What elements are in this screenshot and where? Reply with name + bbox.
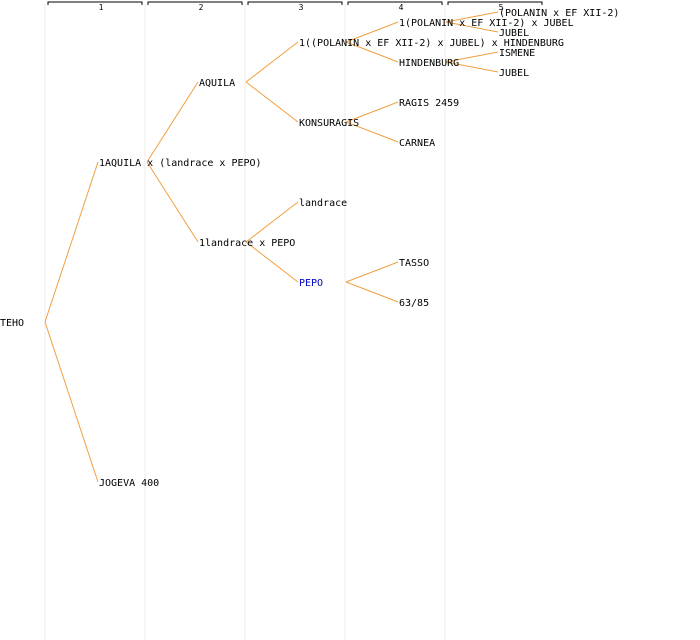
column-bracket (47, 1, 143, 5)
node-ragis-2459[interactable]: RAGIS 2459 (399, 98, 459, 109)
column-bracket (147, 1, 243, 5)
node-tasso[interactable]: TASSO (399, 258, 429, 269)
tree-edges (44, 11, 499, 483)
column-bracket (447, 1, 543, 5)
edge (245, 201, 299, 243)
tree-nodes: TEHO 1AQUILA x (landrace x PEPO) JOGEVA … (0, 8, 619, 489)
column-number-4: 4 (399, 3, 404, 12)
node-63-85[interactable]: 63/85 (399, 298, 429, 309)
edge (445, 21, 499, 33)
column-headers: 1 2 3 4 5 (47, 1, 543, 12)
node-jubel-b[interactable]: JUBEL (499, 68, 529, 79)
edge (44, 161, 99, 323)
node-jogeva-400[interactable]: JOGEVA 400 (99, 478, 159, 489)
edge (445, 51, 499, 63)
node-landrace-pepo[interactable]: 1landrace x PEPO (199, 238, 295, 249)
node-konsuragis[interactable]: KONSURAGIS (299, 118, 359, 129)
edge (345, 261, 399, 283)
node-pepo[interactable]: PEPO (299, 278, 323, 289)
edge (445, 61, 499, 73)
node-ismene[interactable]: ISMENE (499, 48, 535, 59)
node-jubel-a[interactable]: JUBEL (499, 28, 529, 39)
edge (245, 241, 299, 283)
node-landrace[interactable]: landrace (299, 198, 347, 209)
edge (245, 41, 299, 83)
node-polanin-hindenburg[interactable]: 1((POLANIN x EF XII-2) x JUBEL) x HINDEN… (299, 38, 564, 49)
node-polanin-ef[interactable]: (POLANIN x EF XII-2) (499, 8, 619, 19)
edge (345, 41, 399, 63)
edge (146, 81, 199, 163)
column-bracket (347, 1, 443, 5)
column-bracket (247, 1, 343, 5)
node-aquila-cross[interactable]: 1AQUILA x (landrace x PEPO) (99, 158, 262, 169)
node-teho[interactable]: TEHO (0, 318, 24, 329)
edge (345, 21, 399, 43)
node-polanin-jubel[interactable]: 1(POLANIN x EF XII-2) x JUBEL (399, 18, 574, 29)
column-number-5: 5 (499, 3, 504, 12)
edge (146, 161, 199, 243)
column-lines (44, 4, 446, 640)
edge (445, 11, 499, 23)
edge (345, 101, 399, 123)
column-number-2: 2 (199, 3, 204, 12)
node-aquila[interactable]: AQUILA (199, 78, 235, 89)
node-hindenburg[interactable]: HINDENBURG (399, 58, 459, 69)
edge (345, 281, 399, 303)
node-carnea[interactable]: CARNEA (399, 138, 435, 149)
edge (345, 121, 399, 143)
column-number-1: 1 (99, 3, 104, 12)
column-number-3: 3 (299, 3, 304, 12)
edge (44, 321, 99, 483)
edge (245, 81, 299, 123)
